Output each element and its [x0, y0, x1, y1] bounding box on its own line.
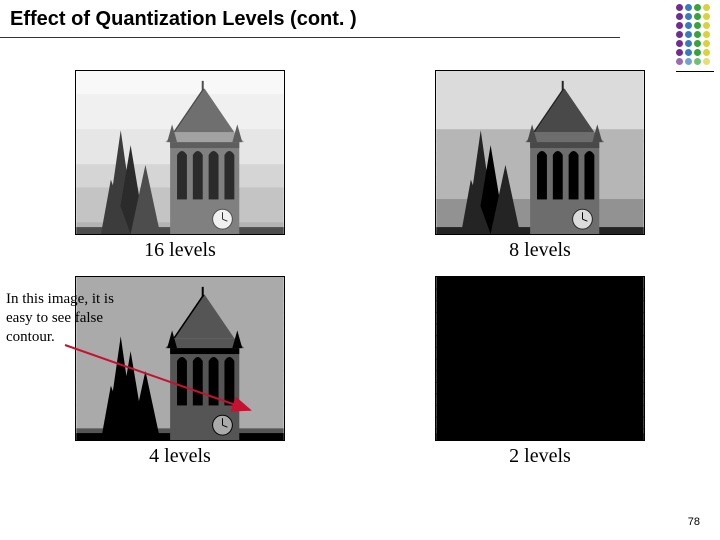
quantized-image-q8	[435, 70, 645, 235]
caption-q16: 16 levels	[144, 239, 216, 262]
page-number: 78	[688, 516, 700, 528]
caption-q8: 8 levels	[509, 239, 571, 262]
false-contour-annotation: In this image, it is easy to see false c…	[6, 290, 126, 346]
figure-cell-q16: 16 levels	[75, 70, 285, 272]
figure-cell-q2: 2 levels	[435, 276, 645, 478]
caption-q2: 2 levels	[509, 445, 571, 468]
quantized-image-q16	[75, 70, 285, 235]
slide-title: Effect of Quantization Levels (cont. )	[10, 8, 610, 31]
figure-grid: 16 levels 8 levels	[0, 70, 720, 486]
annotation-text: In this image, it is easy to see false c…	[6, 291, 114, 345]
title-bar: Effect of Quantization Levels (cont. )	[0, 0, 620, 38]
quantized-image-q2	[435, 276, 645, 441]
figure-cell-q8: 8 levels	[435, 70, 645, 272]
caption-q4: 4 levels	[149, 445, 211, 468]
corner-decoration	[676, 4, 714, 72]
